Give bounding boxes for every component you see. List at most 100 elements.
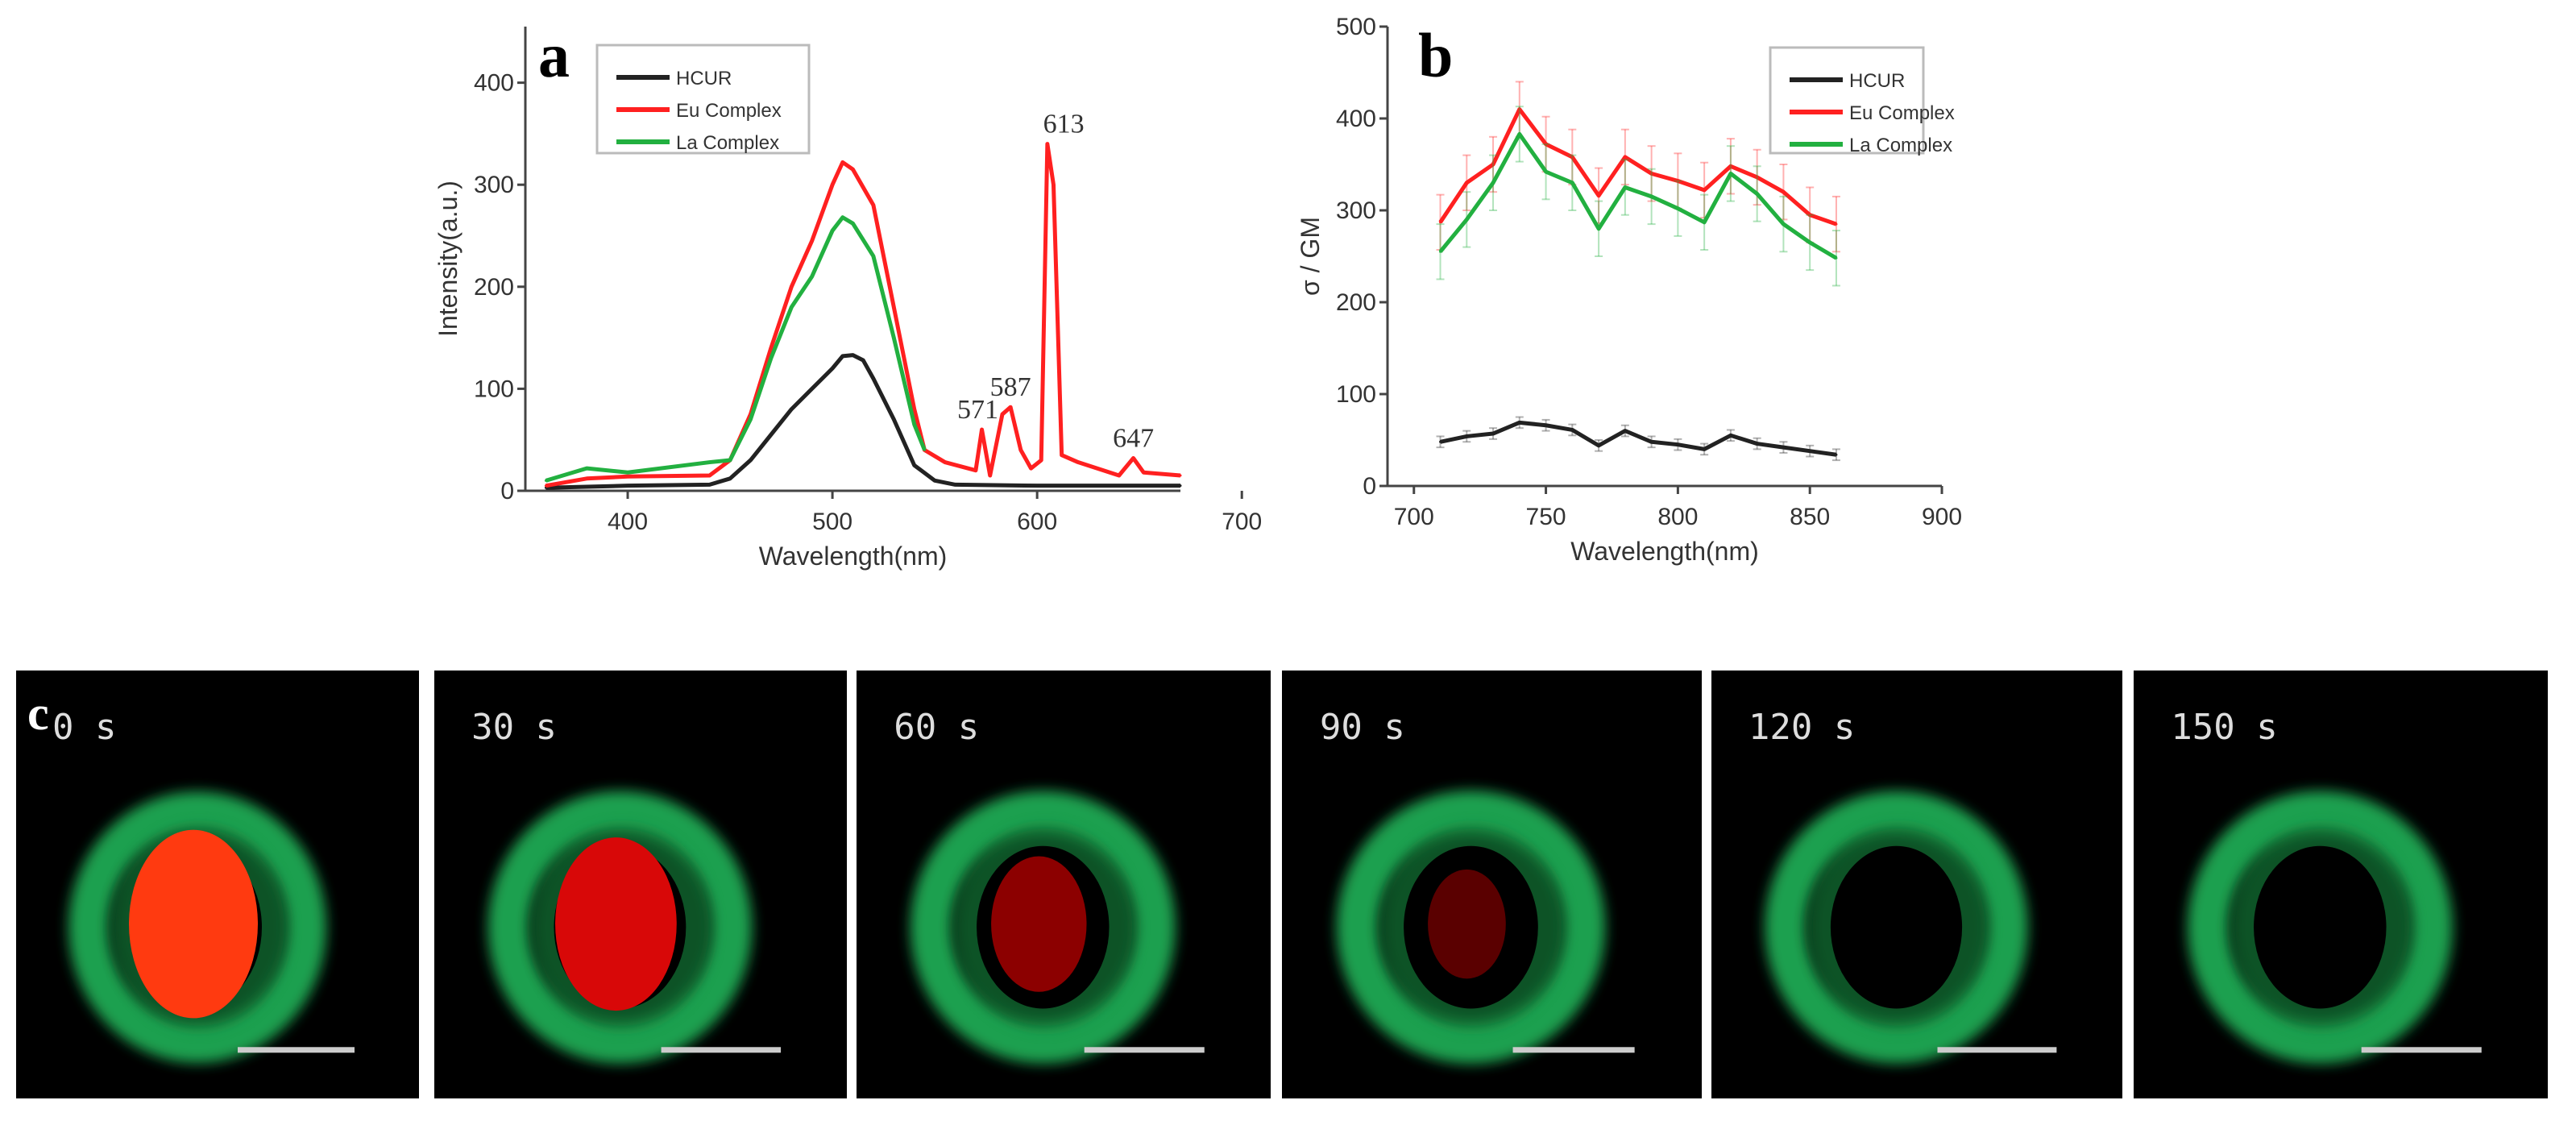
data-point <box>831 367 834 370</box>
cell-interior <box>2254 845 2387 1009</box>
data-point <box>1729 434 1732 437</box>
data-point <box>544 479 547 482</box>
data-point <box>1060 454 1064 457</box>
data-point <box>626 471 629 474</box>
y-axis-label: σ / GM <box>1296 217 1325 296</box>
scale-bar <box>238 1047 355 1053</box>
data-point <box>1465 181 1468 185</box>
data-point <box>749 417 752 421</box>
data-point <box>1756 176 1759 179</box>
series-line <box>1438 131 1838 260</box>
data-point <box>1001 413 1004 416</box>
data-point <box>1597 194 1600 197</box>
image-frame-2: 60 s <box>857 671 1271 1098</box>
scale-bar <box>2361 1047 2482 1053</box>
data-point <box>1676 443 1679 446</box>
data-point <box>1439 250 1442 253</box>
data-point <box>790 408 793 411</box>
data-point <box>1650 172 1653 175</box>
scale-bar <box>1937 1047 2057 1053</box>
time-label: 90 s <box>1320 707 1405 748</box>
data-point <box>1491 432 1495 435</box>
x-tick-label: 400 <box>608 509 648 535</box>
data-point <box>831 229 834 232</box>
series-eu-complex <box>1436 81 1840 253</box>
image-frame-3: 90 s <box>1282 671 1702 1098</box>
data-point <box>1729 172 1732 175</box>
chart-a-intensity-spectrum: 400 500 600 700 0 100 200 300 400 Wavelength(nm) I… <box>433 27 1262 571</box>
green-cell-membrane <box>910 791 1176 1064</box>
series-la-complex <box>1436 106 1840 287</box>
data-point <box>1597 227 1600 230</box>
data-point <box>1570 156 1574 159</box>
image-frame-1: 30 s <box>434 671 847 1098</box>
green-cell-membrane <box>68 791 326 1063</box>
data-point <box>913 423 916 426</box>
data-point <box>1439 440 1442 443</box>
data-point <box>841 355 844 358</box>
green-cell-membrane <box>487 791 753 1064</box>
series-line <box>1440 420 1837 457</box>
data-point <box>1052 183 1055 186</box>
data-point <box>626 484 629 488</box>
series-line <box>1438 107 1837 226</box>
data-point <box>1118 474 1121 477</box>
data-point <box>769 433 773 436</box>
y-tick-label: 300 <box>1336 197 1376 224</box>
data-point <box>811 239 814 243</box>
data-point <box>1782 446 1785 449</box>
data-point <box>1808 241 1811 244</box>
series-line <box>545 353 1180 490</box>
series-hcur <box>1436 416 1840 462</box>
time-label: 120 s <box>1748 707 1855 748</box>
data-point <box>544 484 547 488</box>
data-point <box>923 448 926 451</box>
x-tick-label: 600 <box>1017 509 1057 535</box>
scale-bar <box>661 1047 782 1053</box>
data-point <box>852 222 854 225</box>
image-frame-5: 150 s <box>2134 671 2548 1098</box>
data-point <box>1439 221 1442 224</box>
data-point <box>1019 448 1023 451</box>
y-axis-label: Intensity(a.u.) <box>433 181 463 337</box>
green-cell-membrane <box>1765 791 2028 1064</box>
data-point <box>1808 214 1811 217</box>
scale-bar <box>1512 1047 1635 1053</box>
data-point <box>1624 430 1627 433</box>
y-tick-label: 500 <box>1336 14 1376 40</box>
time-label: 150 s <box>2171 707 2277 748</box>
data-point <box>1570 428 1574 431</box>
data-point <box>892 305 895 309</box>
data-point <box>708 483 711 486</box>
peak-annotation: 647 <box>1113 423 1154 453</box>
data-point <box>852 168 854 171</box>
data-point <box>913 408 916 411</box>
data-point <box>1703 447 1706 450</box>
legend-label: HCUR <box>1849 70 1905 92</box>
x-tick-label: 700 <box>1222 509 1262 535</box>
legend: HCUR Eu Complex La Complex <box>595 44 811 155</box>
data-point <box>1650 195 1653 198</box>
data-point <box>1518 132 1521 135</box>
x-tick-label: 500 <box>812 509 852 535</box>
green-cell-membrane <box>1336 791 1606 1065</box>
data-point <box>861 359 865 362</box>
data-point <box>872 255 875 258</box>
data-point <box>1465 218 1468 221</box>
data-point <box>1729 164 1732 168</box>
data-point <box>1465 434 1468 438</box>
y-tick-label: 300 <box>474 172 514 198</box>
data-point <box>1835 256 1838 259</box>
data-point <box>728 477 732 480</box>
panel-letter-a: a <box>538 20 570 90</box>
series-la-complex <box>544 215 927 483</box>
data-point <box>892 336 895 339</box>
data-point <box>1835 222 1838 226</box>
data-point <box>1491 181 1495 185</box>
data-point <box>811 275 814 278</box>
peak-annotation: 571 <box>957 395 998 425</box>
data-point <box>1545 170 1548 173</box>
data-point <box>1676 180 1679 183</box>
legend-label: HCUR <box>676 68 732 89</box>
